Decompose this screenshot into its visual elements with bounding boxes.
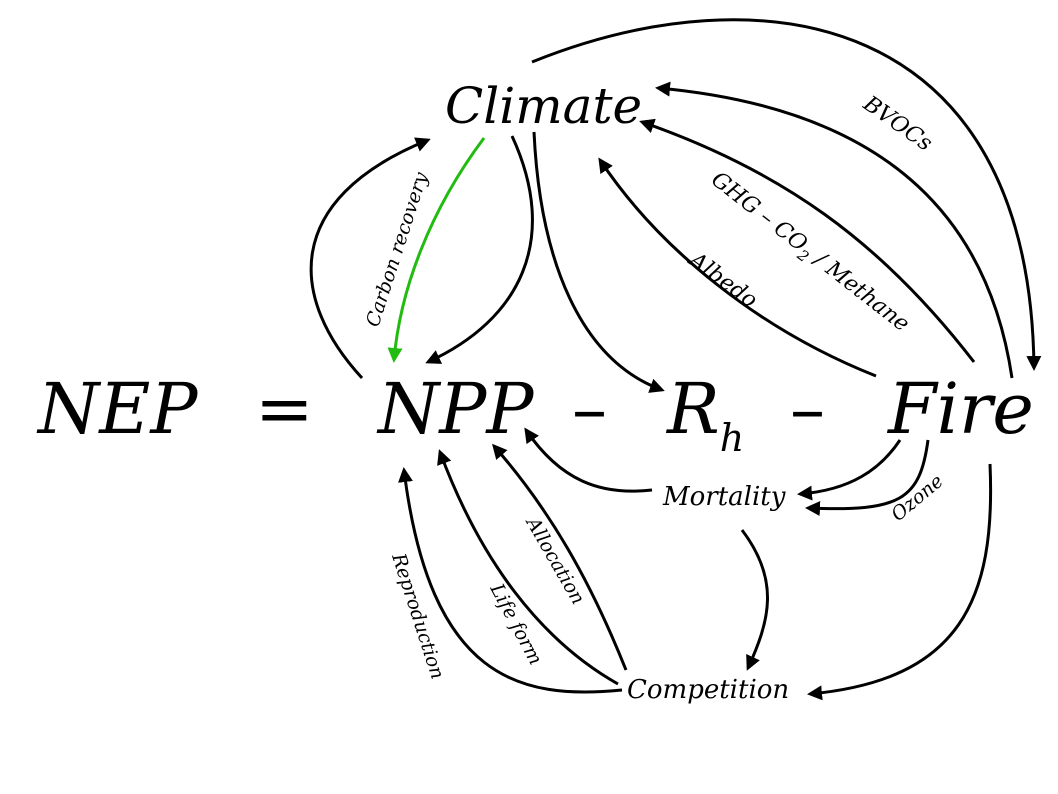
minus-sign-2: – bbox=[790, 368, 825, 450]
arrow-competition-to-npp-allocation bbox=[492, 443, 628, 671]
arrow-fire-to-mortality bbox=[797, 439, 902, 501]
arrow-ozone-to-mortality bbox=[805, 439, 930, 517]
reproduction-label: Reproduction bbox=[387, 550, 449, 682]
nep-term: NEP bbox=[36, 368, 199, 450]
mortality-node: Mortality bbox=[662, 482, 786, 512]
bvocs-label: BVOCs bbox=[858, 91, 937, 157]
arrow-mortality-to-npp bbox=[524, 427, 653, 493]
arrow-climate-to-npp bbox=[425, 135, 534, 364]
arrow-competition-to-npp-lifeform bbox=[437, 449, 619, 686]
minus-sign-1: – bbox=[572, 368, 607, 450]
ghg-label-tail: / Methane bbox=[804, 243, 914, 337]
equals-sign: = bbox=[255, 368, 314, 450]
arrow-fire-to-competition bbox=[807, 463, 993, 701]
ghg-label-main: GHG – CO bbox=[706, 167, 811, 257]
arrow-carbon-recovery bbox=[387, 137, 486, 363]
arrow-fire-ghg-to-climate bbox=[639, 118, 976, 363]
albedo-label: Albedo bbox=[683, 246, 762, 313]
arrow-fire-albedo-to-climate bbox=[598, 157, 877, 378]
arrow-npp-to-climate bbox=[309, 137, 431, 380]
ghg-label: GHG – CO2 / Methane bbox=[704, 167, 914, 340]
rh-term: Rh bbox=[665, 368, 744, 460]
rh-main: R bbox=[665, 368, 720, 450]
arrow-fire-bvocs-to-climate bbox=[655, 81, 1014, 379]
competition-node: Competition bbox=[627, 675, 789, 705]
npp-term: NPP bbox=[376, 368, 535, 450]
climate-node: Climate bbox=[445, 77, 642, 135]
arrow-competition-to-npp-reproduction bbox=[398, 467, 623, 694]
arrow-climate-to-fire bbox=[531, 18, 1042, 371]
rh-subscript: h bbox=[720, 416, 744, 460]
arrow-mortality-to-competition bbox=[740, 529, 769, 671]
arrow-climate-to-rh bbox=[532, 131, 665, 393]
fire-term: Fire bbox=[886, 368, 1034, 450]
